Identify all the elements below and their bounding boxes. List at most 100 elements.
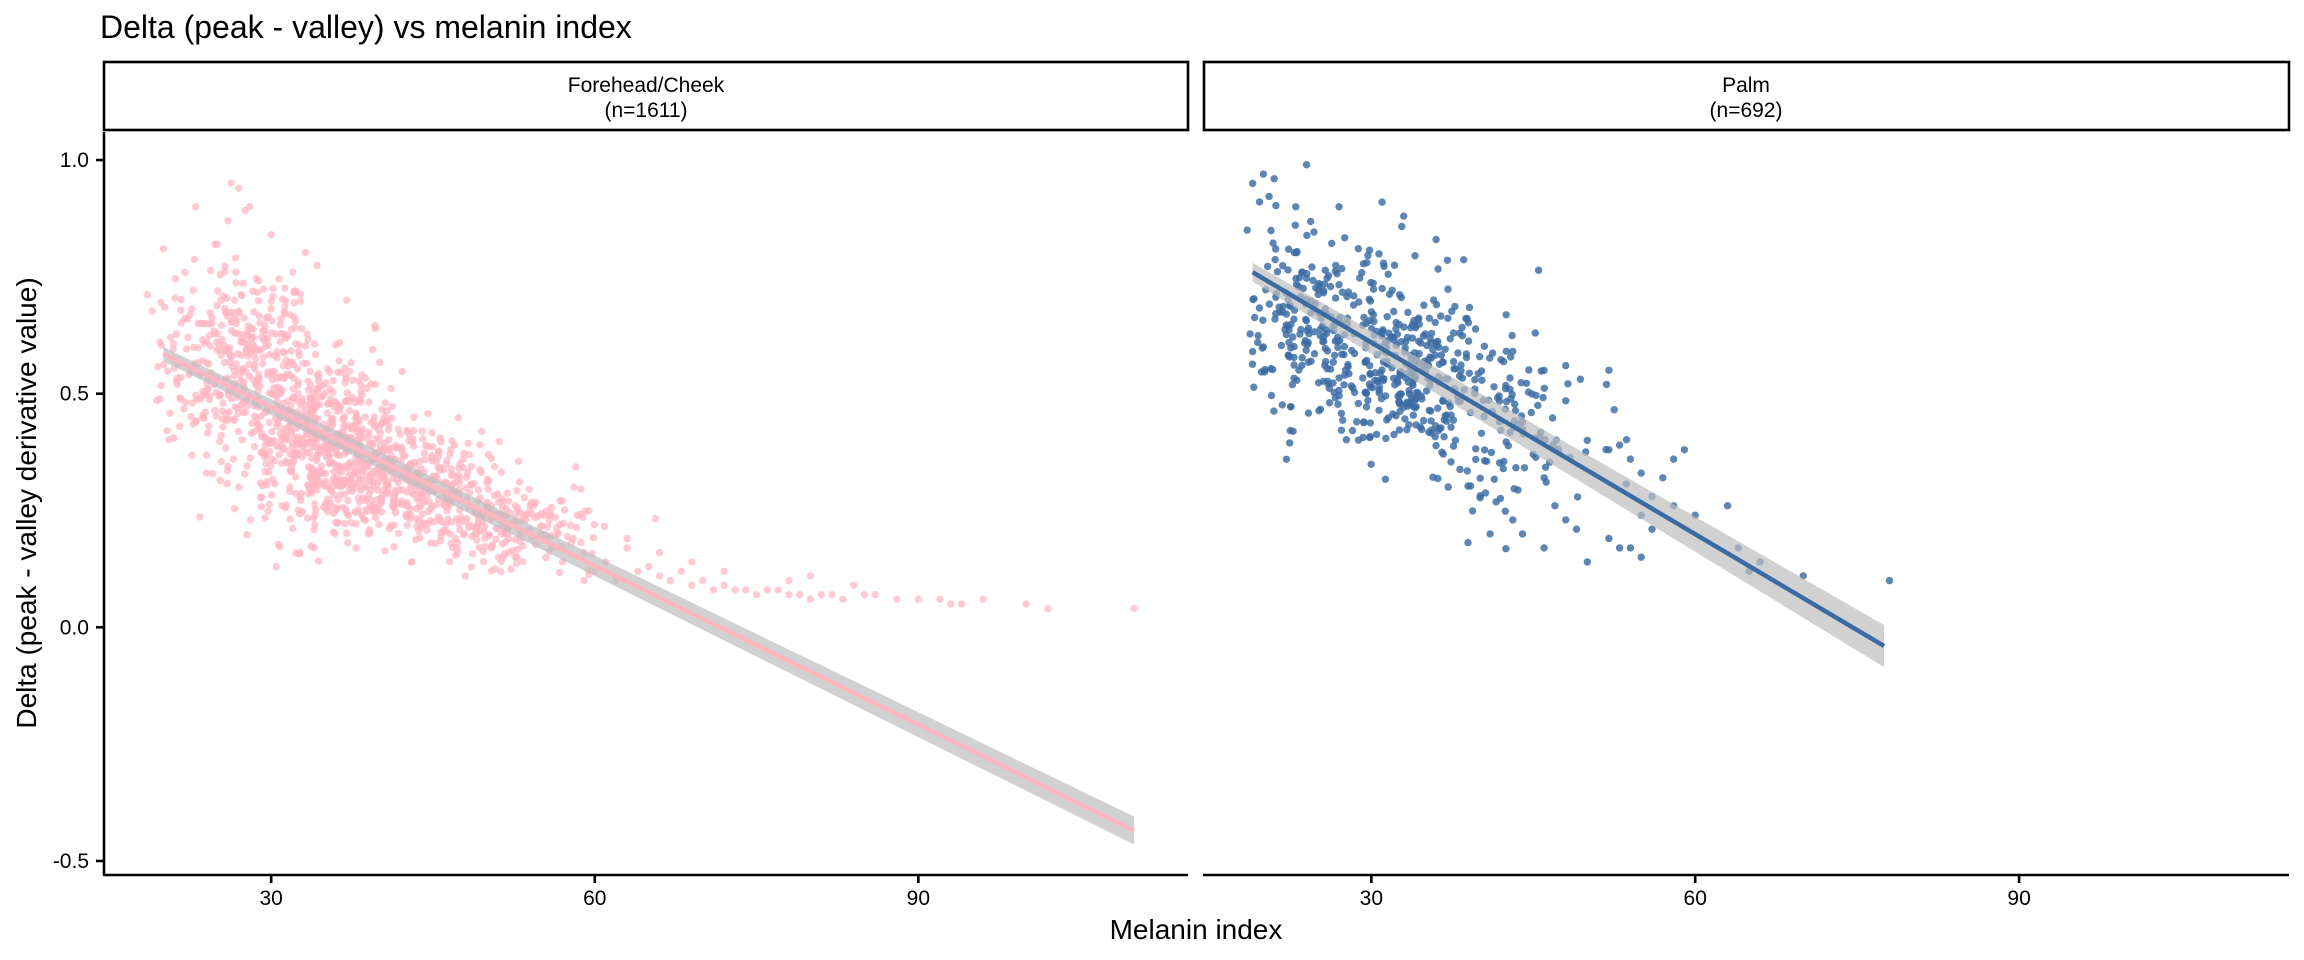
data-point — [301, 342, 310, 350]
data-point — [1669, 455, 1678, 463]
data-point — [231, 403, 240, 411]
data-point — [290, 287, 298, 295]
data-point — [289, 524, 297, 533]
data-point — [304, 336, 312, 344]
data-point — [720, 567, 728, 575]
data-point — [290, 434, 299, 442]
data-point — [312, 443, 320, 452]
data-point — [276, 337, 284, 346]
data-point — [1405, 390, 1414, 398]
data-point — [450, 441, 459, 449]
data-point — [1447, 458, 1455, 466]
data-point — [1439, 450, 1448, 458]
data-point — [358, 371, 366, 379]
data-point — [335, 357, 343, 365]
data-point — [374, 426, 383, 434]
data-point — [249, 341, 257, 349]
data-point — [250, 365, 259, 373]
data-point — [1292, 274, 1300, 283]
data-point — [313, 451, 322, 459]
data-point — [230, 372, 238, 380]
data-point — [1541, 463, 1550, 471]
data-point — [421, 456, 429, 464]
data-point — [311, 500, 319, 508]
data-point — [1377, 395, 1386, 403]
data-point — [459, 455, 467, 463]
data-point — [227, 179, 235, 187]
data-point — [272, 562, 280, 571]
data-point — [171, 275, 179, 283]
data-point — [289, 451, 297, 459]
data-point — [267, 455, 276, 463]
data-point — [234, 409, 242, 418]
data-point — [1525, 366, 1533, 374]
data-point — [217, 351, 225, 360]
data-point — [1328, 239, 1336, 248]
data-point — [276, 321, 284, 329]
data-point — [1626, 544, 1635, 552]
data-point — [343, 389, 351, 397]
data-point — [289, 385, 297, 393]
data-point — [1335, 203, 1343, 211]
data-point — [177, 306, 185, 314]
data-point — [1610, 406, 1618, 414]
data-point — [542, 554, 550, 562]
data-point — [475, 543, 483, 552]
data-point — [1297, 325, 1305, 334]
data-point — [1443, 256, 1452, 264]
data-point — [688, 581, 696, 589]
data-point — [1378, 284, 1386, 293]
data-point — [278, 295, 287, 303]
data-point — [232, 319, 240, 328]
data-point — [1451, 436, 1460, 444]
data-point — [287, 371, 295, 380]
data-point — [267, 231, 275, 239]
data-point — [169, 339, 177, 348]
data-point — [1278, 401, 1287, 409]
data-point — [205, 422, 213, 430]
data-point — [1409, 402, 1418, 411]
data-point — [375, 520, 383, 529]
data-point — [1514, 486, 1522, 494]
data-point — [365, 428, 373, 436]
data-point — [1517, 379, 1525, 387]
data-point — [206, 266, 215, 275]
data-point — [1425, 428, 1433, 436]
data-point — [294, 378, 303, 386]
data-point — [957, 600, 966, 608]
data-point — [423, 492, 431, 500]
data-point — [1248, 179, 1257, 188]
data-point — [216, 391, 225, 399]
y-axis-ticks: -0.5 0.0 0.5 1.0 — [53, 149, 104, 873]
strip-count-palm: (n=692) — [1710, 99, 1783, 122]
x-axis-ticks-forehead-cheek: 30 60 90 — [260, 875, 930, 910]
data-point — [297, 489, 305, 497]
data-point — [208, 319, 216, 327]
data-point — [281, 284, 289, 292]
data-point — [720, 581, 728, 589]
data-point — [1532, 391, 1540, 400]
data-point — [1477, 429, 1486, 437]
data-point — [936, 595, 944, 603]
data-point — [260, 336, 268, 344]
data-point — [519, 558, 527, 566]
data-point — [363, 462, 371, 471]
data-point — [189, 286, 197, 294]
data-point — [1287, 403, 1295, 411]
data-point — [1259, 343, 1268, 351]
data-point — [570, 483, 578, 491]
data-point — [1369, 311, 1378, 319]
chart-title: Delta (peak - valley) vs melanin index — [100, 9, 632, 45]
data-point — [1468, 507, 1477, 515]
data-point — [430, 518, 438, 526]
data-point — [187, 305, 196, 313]
data-point — [311, 350, 320, 359]
trend-line — [162, 351, 1136, 833]
data-point — [320, 480, 328, 488]
data-point — [447, 471, 455, 479]
data-point — [1384, 414, 1393, 422]
data-point — [202, 451, 211, 459]
data-point — [1265, 300, 1274, 308]
strip-label-forehead-cheek: Forehead/Cheek — [568, 74, 725, 97]
data-point — [219, 423, 227, 431]
